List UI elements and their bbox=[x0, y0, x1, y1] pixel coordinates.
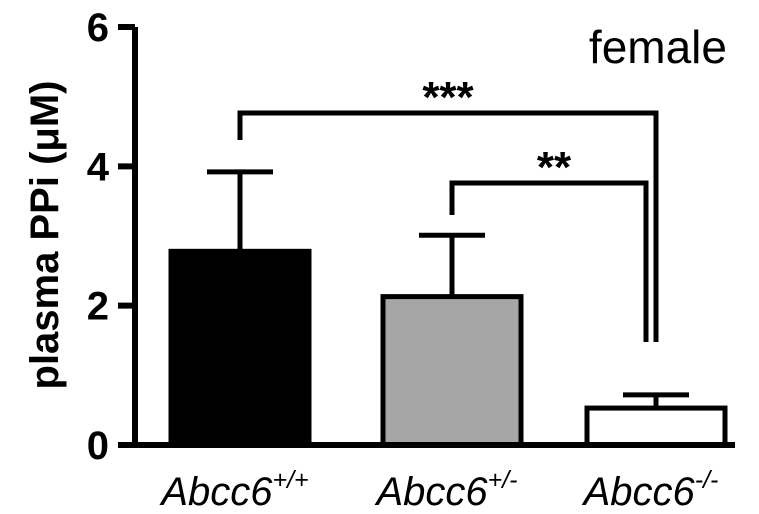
x-category-label: Abcc6-/- bbox=[582, 466, 719, 514]
bars-group bbox=[168, 169, 728, 448]
x-category-label: Abcc6+/+ bbox=[159, 466, 308, 514]
y-tick-label: 0 bbox=[87, 424, 109, 468]
y-axis: 0 2 4 6 bbox=[87, 6, 138, 468]
category-superscript: -/- bbox=[695, 466, 719, 494]
significance-bracket bbox=[449, 180, 649, 342]
significance-label: ** bbox=[537, 143, 572, 192]
category-base-text: Abcc6 bbox=[374, 470, 488, 514]
significance-label: *** bbox=[422, 73, 474, 122]
category-superscript: +/- bbox=[488, 466, 518, 494]
category-superscript: +/+ bbox=[273, 466, 309, 494]
significance-bracket bbox=[237, 110, 659, 342]
x-category-label: Abcc6+/- bbox=[374, 466, 517, 514]
x-axis: Abcc6+/+ Abcc6+/- Abcc6-/- bbox=[132, 442, 735, 514]
y-tick-label: 4 bbox=[87, 145, 110, 189]
bar bbox=[380, 294, 524, 448]
y-tick-label: 6 bbox=[87, 6, 109, 50]
category-base-text: Abcc6 bbox=[582, 470, 696, 514]
significance-brackets: ***** bbox=[237, 73, 659, 342]
y-axis-label: plasma PPi (μM) bbox=[23, 81, 67, 390]
y-tick-label: 2 bbox=[87, 285, 109, 329]
chart-annotation-female: female bbox=[589, 21, 727, 73]
category-base-text: Abcc6 bbox=[159, 470, 273, 514]
bar bbox=[168, 248, 312, 448]
bar bbox=[584, 405, 728, 448]
